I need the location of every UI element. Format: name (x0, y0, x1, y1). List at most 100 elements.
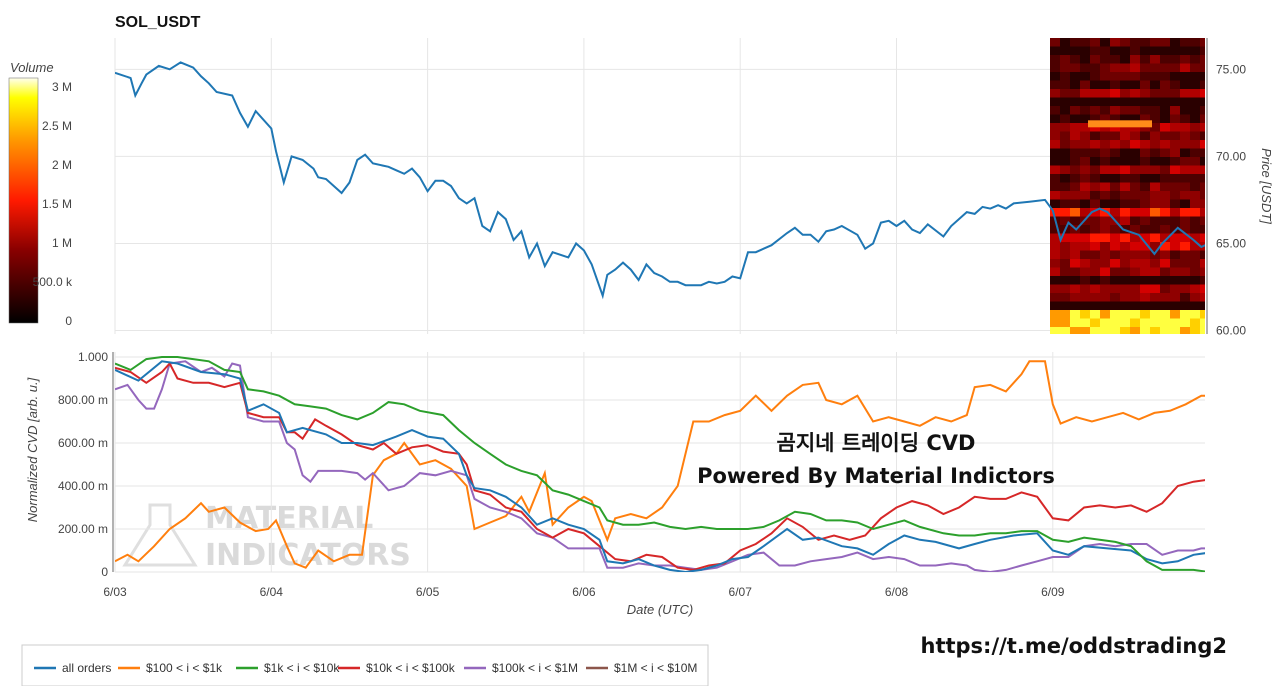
heatmap-cell (1100, 131, 1111, 141)
heatmap-cell (1070, 250, 1081, 260)
heatmap-cell (1160, 157, 1171, 166)
heatmap-cell (1170, 318, 1181, 328)
heatmap-cell (1180, 208, 1191, 217)
heatmap-cell (1120, 97, 1131, 107)
date-tick-label: 6/07 (729, 585, 753, 599)
heatmap-cell (1140, 301, 1151, 311)
heatmap-cell (1120, 174, 1131, 183)
heatmap-cell (1110, 293, 1121, 302)
volume-tick-label: 3 M (52, 80, 72, 94)
heatmap-cell (1170, 267, 1181, 277)
heatmap-cell (1070, 97, 1081, 107)
heatmap-cell (1170, 97, 1181, 107)
price-series (115, 61, 1205, 300)
heatmap-cell (1160, 106, 1171, 115)
heatmap-cell (1130, 114, 1141, 124)
heatmap-cell (1100, 63, 1111, 73)
heatmap-cell (1180, 327, 1191, 334)
heatmap-cell (1088, 120, 1152, 128)
heatmap-cell (1130, 327, 1141, 334)
heatmap-cell (1080, 72, 1091, 81)
heatmap-cell (1100, 250, 1111, 260)
legend-item-label[interactable]: $10k < i < $100k (366, 661, 456, 675)
heatmap-cell (1140, 242, 1151, 251)
heatmap-cell (1070, 233, 1081, 243)
heatmap-cell (1120, 165, 1131, 175)
heatmap-cell (1160, 199, 1171, 209)
heatmap-cell (1170, 216, 1181, 226)
heatmap-cell (1170, 165, 1181, 175)
heatmap-cell (1070, 267, 1081, 277)
heatmap-cell (1070, 131, 1081, 141)
heatmap-cell (1200, 72, 1205, 81)
heatmap-cell (1180, 225, 1191, 234)
heatmap-cell (1190, 293, 1201, 302)
heatmap-cell (1060, 327, 1071, 334)
heatmap-cell (1120, 327, 1131, 334)
heatmap-cell (1070, 284, 1081, 294)
heatmap-cell (1110, 276, 1121, 285)
heatmap-cell (1160, 63, 1171, 73)
heatmap-cell (1060, 191, 1071, 200)
heatmap-cell (1170, 293, 1181, 302)
heatmap-cell (1140, 89, 1151, 98)
heatmap-cell (1080, 140, 1091, 149)
heatmap-cell (1100, 140, 1111, 149)
heatmap-cell (1060, 106, 1071, 115)
heatmap-cell (1100, 310, 1111, 319)
heatmap-cell (1160, 250, 1171, 260)
heatmap-cell (1080, 114, 1091, 124)
heatmap-cell (1200, 191, 1205, 200)
heatmap-cell (1060, 242, 1071, 251)
heatmap-cell (1140, 284, 1151, 294)
heatmap-cell (1140, 318, 1151, 328)
heatmap-cell (1130, 191, 1141, 200)
heatmap-cell (1190, 38, 1201, 47)
heatmap-cell (1190, 216, 1201, 226)
heatmap-cell (1150, 208, 1161, 217)
heatmap-cell (1120, 148, 1131, 158)
heatmap-cell (1180, 318, 1191, 328)
heatmap-cell (1090, 276, 1101, 285)
legend-item-label[interactable]: all orders (62, 661, 111, 675)
heatmap-cell (1090, 301, 1101, 311)
heatmap-cell (1050, 208, 1061, 217)
heatmap-cell (1190, 165, 1201, 175)
heatmap-cell (1130, 225, 1141, 234)
legend-item-label[interactable]: $100 < i < $1k (146, 661, 223, 675)
heatmap-cell (1200, 327, 1205, 334)
heatmap-cell (1100, 148, 1111, 158)
heatmap-cell (1160, 131, 1171, 141)
heatmap-cell (1170, 327, 1181, 334)
heatmap-cell (1070, 293, 1081, 302)
heatmap-cell (1060, 284, 1071, 294)
heatmap-cell (1160, 310, 1171, 319)
heatmap-cell (1120, 63, 1131, 73)
heatmap-cell (1190, 63, 1201, 73)
heatmap-cell (1060, 114, 1071, 124)
heatmap-cell (1060, 80, 1071, 90)
heatmap-cell (1110, 182, 1121, 192)
heatmap-cell (1060, 267, 1071, 277)
heatmap-cell (1170, 80, 1181, 90)
legend-item-label[interactable]: $1M < i < $10M (614, 661, 697, 675)
heatmap-cell (1170, 72, 1181, 81)
heatmap-cell (1160, 233, 1171, 243)
legend-item-label[interactable]: $1k < i < $10k (264, 661, 340, 675)
volume-heatmap (1050, 38, 1205, 334)
heatmap-cell (1200, 148, 1205, 158)
heatmap-cell (1190, 327, 1201, 334)
volume-tick-label: 1.5 M (42, 197, 72, 211)
legend: all orders $100 < i < $1k $1k < i < $10k $1… (34, 661, 697, 675)
heatmap-cell (1180, 72, 1191, 81)
telegram-link[interactable]: https://t.me/oddstrading2 (921, 634, 1228, 658)
heatmap-cell (1080, 293, 1091, 302)
heatmap-cell (1140, 182, 1151, 192)
heatmap-cell (1190, 123, 1201, 132)
heatmap-cell (1120, 293, 1131, 302)
heatmap-cell (1080, 276, 1091, 285)
heatmap-cell (1050, 327, 1061, 334)
heatmap-cell (1090, 259, 1101, 268)
legend-item-label[interactable]: $100k < i < $1M (492, 661, 578, 675)
heatmap-cell (1110, 327, 1121, 334)
